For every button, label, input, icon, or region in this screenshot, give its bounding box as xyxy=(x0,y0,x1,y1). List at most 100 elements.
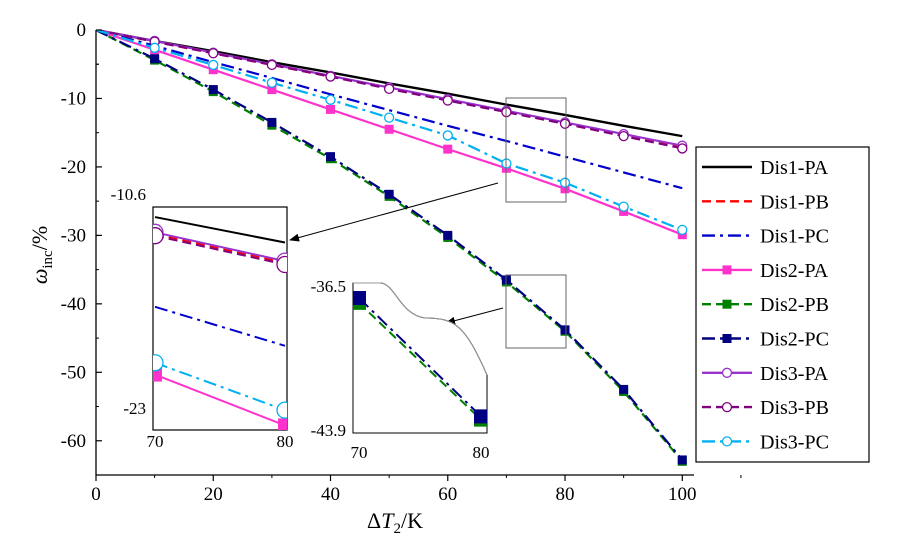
y-tick-label: -40 xyxy=(61,294,86,315)
point-dis2-pc-50 xyxy=(384,189,394,199)
point-dis2-pa-50 xyxy=(384,124,394,134)
zoom-inset-2-ymax-label: -36.5 xyxy=(311,277,346,296)
zoom-box-2 xyxy=(505,274,567,349)
legend-marker-dis3-pc xyxy=(721,436,733,447)
legend-label-dis1-pb: Dis1-PB xyxy=(760,191,829,213)
point-dis2-pa-60 xyxy=(443,144,453,154)
point-dis3-pc-40 xyxy=(325,94,336,105)
zoom-inset-2-xmax-label: 80 xyxy=(473,443,490,462)
x-tick-label: 20 xyxy=(204,484,223,505)
zoom-inset-2-ymin-label: -43.9 xyxy=(311,421,346,440)
point-dis3-pc-20 xyxy=(208,59,219,71)
point-dis3-pb-40 xyxy=(325,71,336,82)
point-dis3-pc-100 xyxy=(677,224,688,236)
legend-item-dis3-pb: Dis3-PB xyxy=(702,397,829,419)
x-tick-label: 60 xyxy=(438,484,457,505)
zoom-inset-1-point-dis3-pc-70 xyxy=(153,354,164,372)
x-axis-label: ΔT2/K xyxy=(367,508,423,537)
y-tick-label: -60 xyxy=(61,431,86,452)
main-plot-series xyxy=(96,30,688,466)
legend-label-dis2-pc: Dis2-PC xyxy=(760,329,829,351)
point-dis3-pb-20 xyxy=(208,48,219,59)
legend-marker-dis2-pa xyxy=(722,265,732,275)
point-dis3-pc-90 xyxy=(618,201,629,212)
zoom-inset-1-line-dis3-pc xyxy=(154,361,286,412)
zoom-inset-1-point-dis2-pa-80 xyxy=(278,418,287,430)
legend-label-dis1-pc: Dis1-PC xyxy=(760,226,829,248)
zoom-inset-1-line-dis1-pc xyxy=(154,305,286,347)
inset-1-frame xyxy=(152,206,288,431)
point-dis2-pc-40 xyxy=(326,152,336,162)
legend-label-dis1-pa: Dis1-PA xyxy=(760,157,829,179)
legend-label-dis3-pc: Dis3-PC xyxy=(760,431,829,453)
y-axis-label: ωinc/% xyxy=(27,226,56,284)
point-dis3-pb-80 xyxy=(559,118,571,129)
legend-item-dis2-pb: Dis2-PB xyxy=(702,294,829,316)
zoom-inset-1-point-dis3-pb-80 xyxy=(276,255,287,274)
point-dis2-pc-90 xyxy=(619,384,629,394)
legend-label-dis3-pa: Dis3-PA xyxy=(760,363,829,385)
y-tick-label: -30 xyxy=(61,225,86,246)
legend-marker-dis3-pa xyxy=(721,367,733,378)
zoom-inset-2-point-dis2-pc-70 xyxy=(353,291,366,305)
point-dis3-pc-80 xyxy=(559,177,571,188)
zoom-inset-1-line-dis3-pb xyxy=(154,234,286,266)
series-line-dis2-pc xyxy=(96,30,684,461)
point-dis3-pc-60 xyxy=(442,130,453,141)
legend-item-dis1-pa: Dis1-PA xyxy=(702,157,829,179)
legend-item-dis3-pc: Dis3-PC xyxy=(702,431,829,453)
zoom-inset-2-line-dis2-pb xyxy=(358,302,482,421)
zoom-inset-2: -36.5 -43.9 70 80 xyxy=(311,277,490,462)
legend-marker-dis2-pb xyxy=(722,299,732,309)
zoom-inset-1-ymin-label: -23 xyxy=(123,399,146,418)
zoom-inset-1-ymax-label: -10.6 xyxy=(111,185,146,204)
zoom-arrow-1 xyxy=(289,182,499,242)
point-dis2-pc-60 xyxy=(443,230,453,240)
zoom-inset-1-line-dis3-pa xyxy=(154,231,286,263)
zoom-box-1 xyxy=(505,97,567,203)
legend-label-dis2-pa: Dis2-PA xyxy=(760,260,829,282)
zoom-inset-1-point-dis3-pb-70 xyxy=(153,227,164,245)
point-dis3-pb-50 xyxy=(383,83,395,95)
x-tick-label: 100 xyxy=(668,484,697,505)
zoom-inset-1-point-dis3-pc-80 xyxy=(276,401,287,419)
zoom-inset-1-xmax-label: 80 xyxy=(277,432,294,451)
legend-label-dis2-pb: Dis2-PB xyxy=(760,294,829,316)
point-dis3-pb-30 xyxy=(266,59,278,71)
inset-2-outline-stroke xyxy=(353,282,488,376)
zoom-inset-1-line-dis1-pb xyxy=(154,233,286,264)
x-tick-label: 0 xyxy=(91,484,101,505)
series-line-dis1-pc xyxy=(96,30,683,190)
zoom-inset-2-point-dis2-pc-80 xyxy=(474,409,487,424)
zoom-inset-1-xmin-label: 70 xyxy=(147,432,164,451)
main-axes: 0 -10 -20 -30 -40 -50 -60 0 20 40 60 80 100 ΔT2/K ωinc… xyxy=(27,20,742,537)
legend-item-dis3-pa: Dis3-PA xyxy=(702,363,829,385)
legend-marker-dis2-pc xyxy=(722,334,732,343)
point-dis2-pa-40 xyxy=(326,104,336,114)
zoom-inset-2-line-dis2-pc xyxy=(358,297,482,418)
point-dis2-pc-10 xyxy=(150,54,160,64)
legend-item-dis1-pb: Dis1-PB xyxy=(702,191,829,213)
legend-marker-dis3-pb xyxy=(721,401,733,413)
legend-label-dis3-pb: Dis3-PB xyxy=(760,397,829,419)
zoom-inset-1-line-dis1-pa xyxy=(154,216,286,244)
legend: Dis1-PA Dis1-PB Dis1-PC Dis2-PA Dis2-PB Dis2-… xyxy=(695,146,870,463)
y-tick-label: 0 xyxy=(77,20,87,41)
y-tick-label: -50 xyxy=(61,362,86,383)
legend-item-dis2-pa: Dis2-PA xyxy=(702,260,829,282)
legend-item-dis1-pc: Dis1-PC xyxy=(702,226,829,248)
point-dis2-pc-80 xyxy=(560,325,570,335)
point-dis2-pc-20 xyxy=(208,85,218,95)
zoom-arrow-2 xyxy=(445,307,504,325)
point-dis3-pb-60 xyxy=(442,95,453,106)
y-tick-label: -10 xyxy=(61,88,86,109)
zoom-indicators xyxy=(289,97,567,349)
legend-item-dis2-pc: Dis2-PC xyxy=(702,329,829,351)
y-tick-label: -20 xyxy=(61,157,86,178)
zoom-inset-2-xmin-label: 70 xyxy=(351,443,368,462)
zoom-inset-1-line-dis2-pa xyxy=(154,373,286,427)
point-dis3-pc-50 xyxy=(383,112,395,123)
x-tick-label: 40 xyxy=(321,484,340,505)
